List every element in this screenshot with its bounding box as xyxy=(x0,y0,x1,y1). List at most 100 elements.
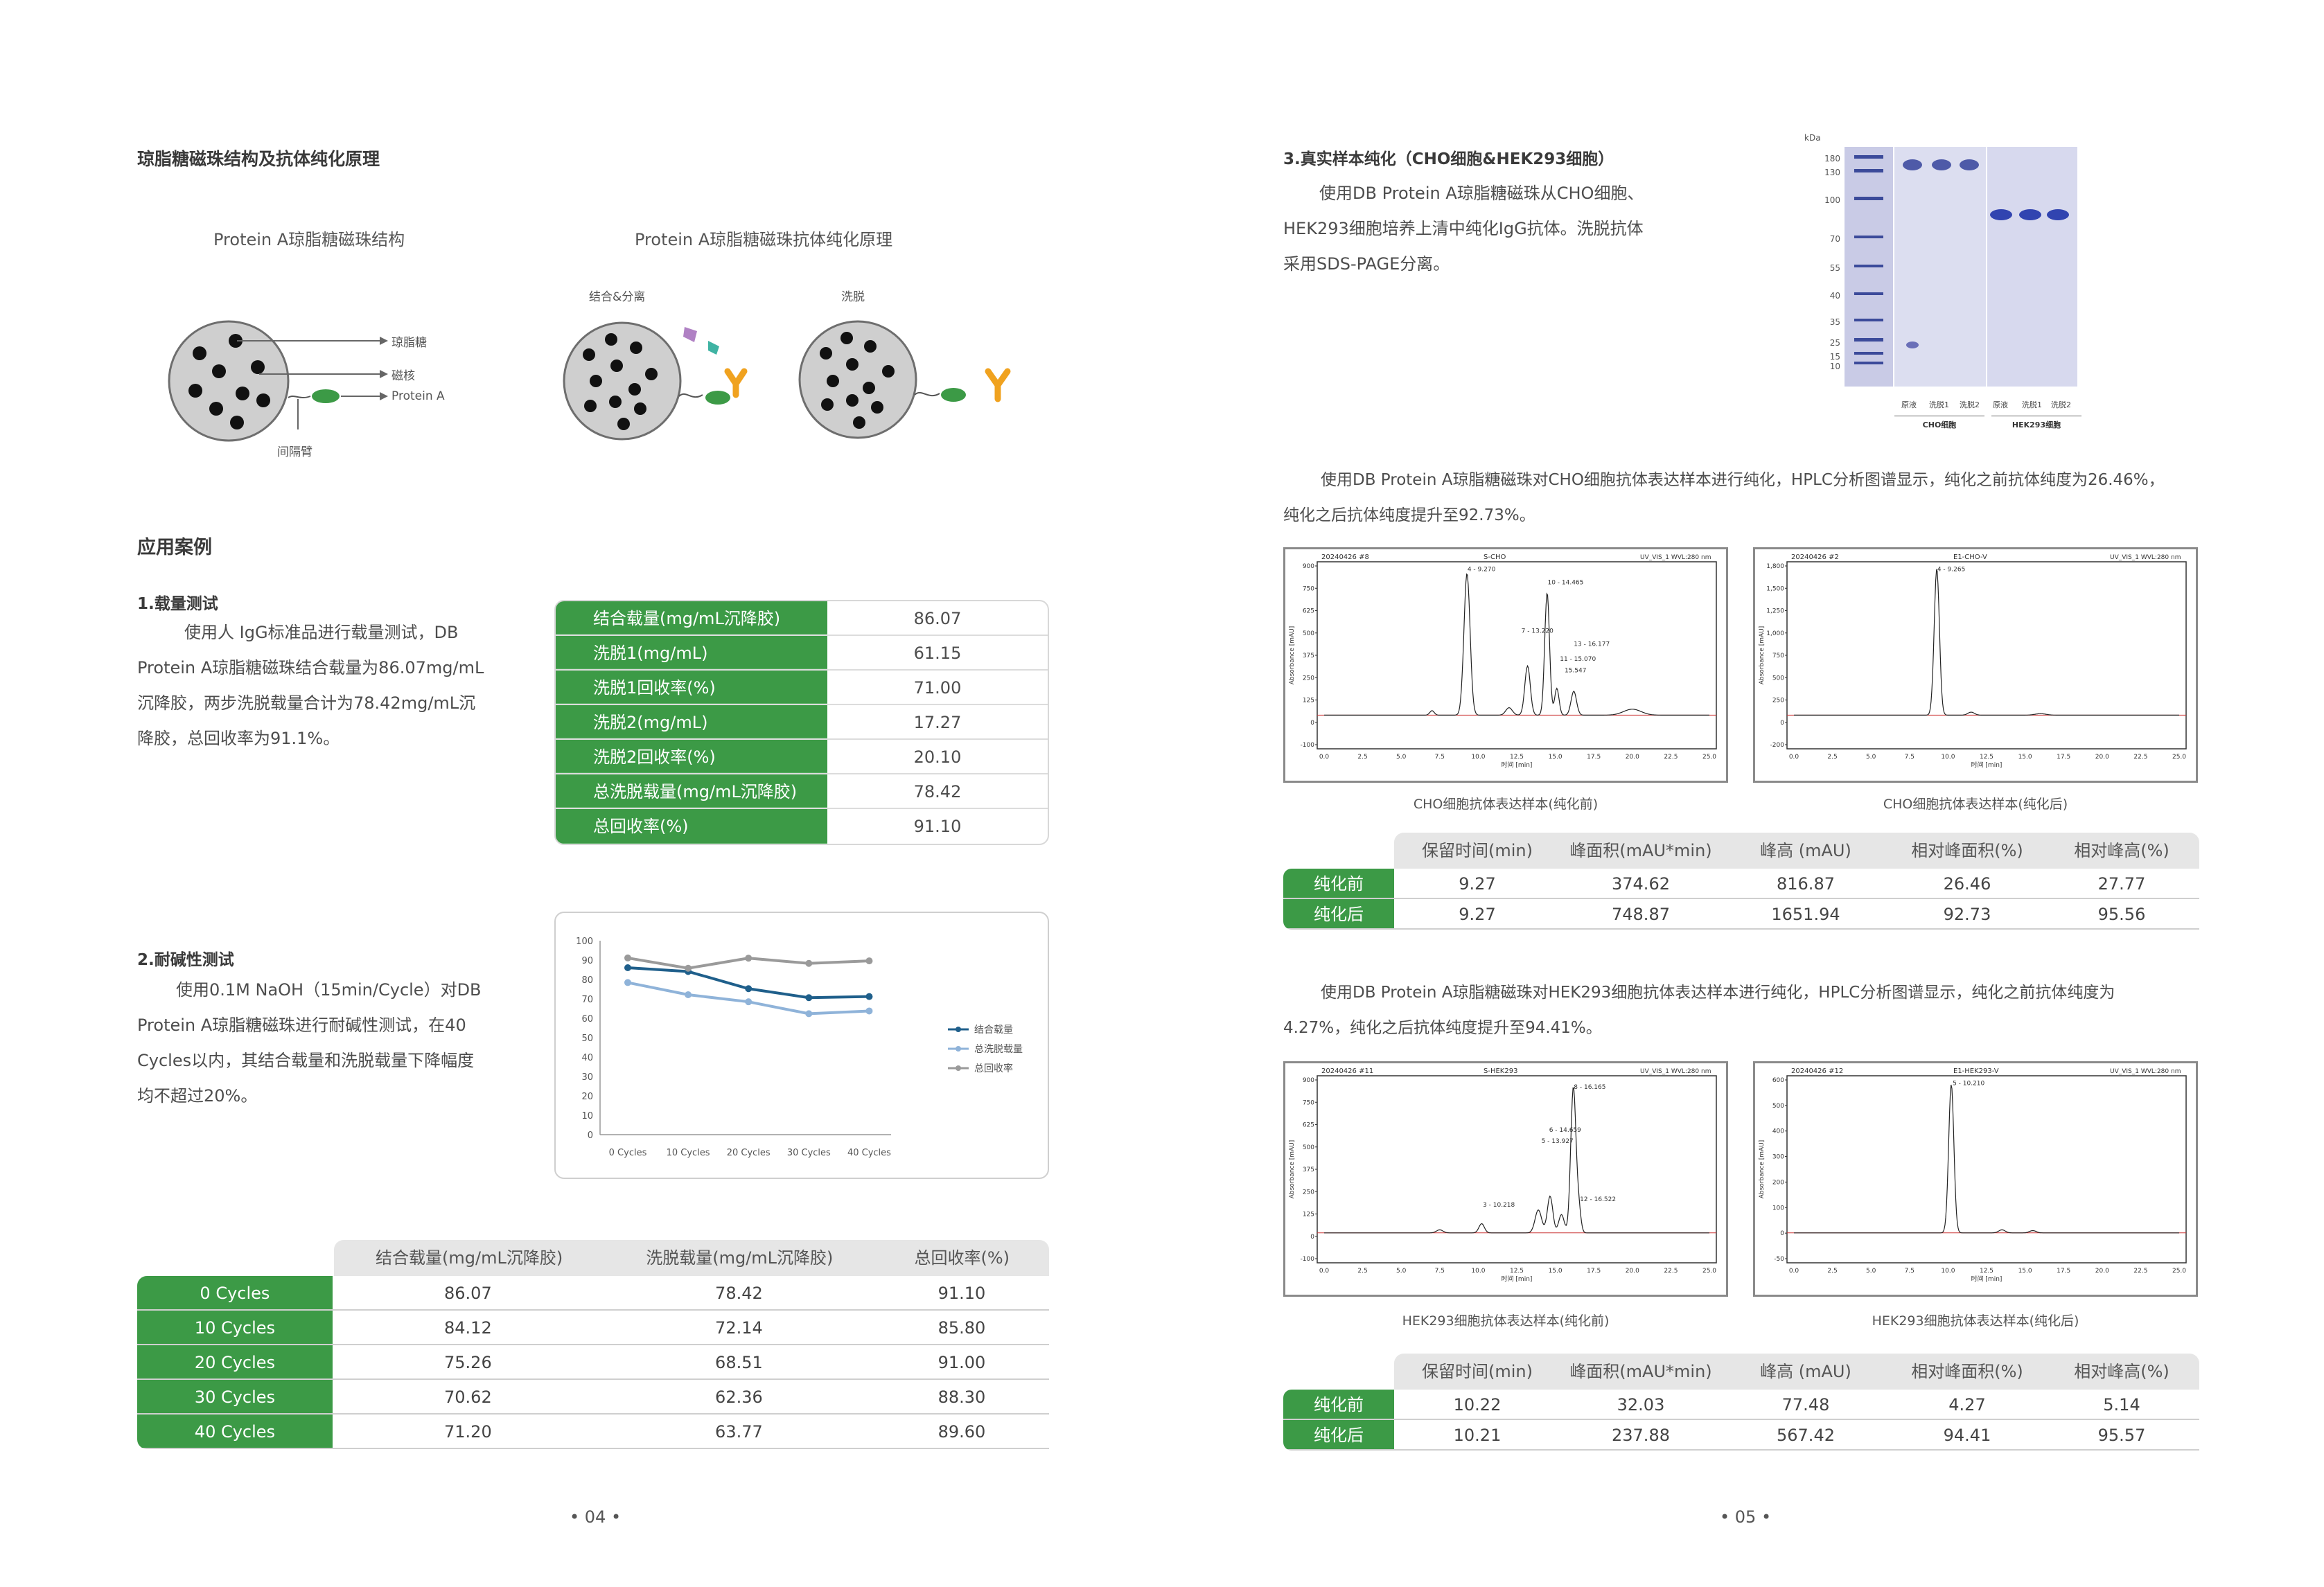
y-axis-label: Absorbance [mAU] xyxy=(1759,1140,1766,1199)
peak-label: 11 - 15.070 xyxy=(1560,656,1596,663)
y-tick-label: 0 xyxy=(1310,1234,1314,1241)
column-header: 保留时间(min) xyxy=(1422,841,1533,860)
x-tick-label: 2.5 xyxy=(1827,1268,1837,1275)
y-tick-label: -100 xyxy=(1301,742,1315,749)
table-row: 总洗脱载量(mg/mL沉降胶) 78.42 xyxy=(556,774,1048,809)
x-tick-label: 22.5 xyxy=(1664,754,1678,761)
data-point xyxy=(865,957,873,965)
y-tick-label: 1,500 xyxy=(1766,585,1784,592)
x-tick-label: 20.0 xyxy=(1626,1268,1639,1275)
principle-diagram-title: Protein A琼脂糖磁珠抗体纯化原理 xyxy=(635,230,893,249)
column-header: 峰面积(mAU*min) xyxy=(1569,841,1712,860)
table-row: 30 Cycles 70.62 62.36 88.30 xyxy=(137,1380,1049,1415)
y-tick-label: 500 xyxy=(1303,630,1314,637)
y-tick-label: 200 xyxy=(1772,1179,1784,1186)
data-point xyxy=(745,998,752,1006)
x-tick-label: 5.0 xyxy=(1396,1268,1407,1275)
table-row: 0 Cycles 86.07 78.42 91.10 xyxy=(137,1276,1049,1311)
run-id: 20240426 #12 xyxy=(1791,1067,1843,1075)
x-tick-label: 20 Cycles xyxy=(727,1148,771,1158)
data-point xyxy=(624,964,631,972)
column-header: 峰高 (mAU) xyxy=(1760,1362,1851,1381)
x-tick-label: 25.0 xyxy=(2172,1268,2186,1275)
x-tick-label: 15.0 xyxy=(1549,754,1562,761)
caption-hek293-before: HEK293细胞抗体表达样本(纯化前) xyxy=(1402,1313,1610,1329)
structure-diagram-title: Protein A琼脂糖磁珠结构 xyxy=(213,230,405,249)
x-tick-label: 7.5 xyxy=(1435,754,1445,761)
x-tick-label: 30 Cycles xyxy=(787,1148,831,1158)
series-line xyxy=(627,966,870,1000)
alkali-cycles-table: 结合载量(mg/mL沉降胶) 洗脱载量(mg/mL沉降胶) 总回收率(%) 0 … xyxy=(137,1240,1049,1449)
purification-principle-diagram xyxy=(563,320,1011,441)
x-axis-label: 时间 [min] xyxy=(1502,761,1533,769)
x-tick-label: 15.0 xyxy=(1549,1268,1562,1275)
x-tick-label: 40 Cycles xyxy=(847,1148,891,1158)
x-tick-label: 17.5 xyxy=(2057,754,2070,761)
gel-unit-label: kDa xyxy=(1804,133,1821,143)
y-tick-label: 10 xyxy=(581,1111,593,1121)
y-tick-label: 750 xyxy=(1303,1099,1314,1106)
y-tick-label: 70 xyxy=(581,995,593,1005)
case2-title: 2.耐碱性测试 xyxy=(137,951,234,969)
x-axis-label: 时间 [min] xyxy=(1971,761,2002,769)
x-tick-label: 10.0 xyxy=(1471,754,1485,761)
column-header: 洗脱载量(mg/mL沉降胶) xyxy=(646,1248,834,1268)
real-sample-description: 使用DB Protein A琼脂糖磁珠从CHO细胞、 HEK293细胞培养上清中… xyxy=(1283,184,1644,274)
detector-info: UV_VIS_1 WVL:280 nm xyxy=(2110,554,2181,561)
y-tick-label: 750 xyxy=(1772,653,1784,659)
cho-description: 使用DB Protein A琼脂糖磁珠对CHO细胞抗体表达样本进行纯化，HPLC… xyxy=(1283,471,2165,524)
y-tick-label: 125 xyxy=(1303,1212,1314,1218)
legend-label: 结合载量 xyxy=(974,1025,1013,1036)
x-tick-label: 15.0 xyxy=(2018,754,2032,761)
caption-cho-before: CHO细胞抗体表达样本(纯化前) xyxy=(1413,797,1599,812)
x-tick-label: 25.0 xyxy=(1702,754,1716,761)
y-tick-label: -100 xyxy=(1301,1256,1315,1263)
hek293-hplc-table: 保留时间(min) 峰面积(mAU*min) 峰高 (mAU) 相对峰面积(%)… xyxy=(1283,1354,2199,1451)
sample-name: S-HEK293 xyxy=(1484,1067,1517,1075)
section-title: 琼脂糖磁珠结构及抗体纯化原理 xyxy=(137,149,380,169)
x-tick-label: 12.5 xyxy=(1980,1268,1993,1275)
table-row: 纯化后 9.27 748.87 1651.94 92.73 95.56 xyxy=(1283,899,2199,930)
y-tick-label: -50 xyxy=(1774,1256,1784,1263)
y-tick-label: 375 xyxy=(1303,653,1314,659)
column-header: 峰面积(mAU*min) xyxy=(1569,1362,1712,1381)
peak-label: 4 - 9.265 xyxy=(1937,567,1965,574)
peak-label: 10 - 14.465 xyxy=(1547,579,1583,586)
alkali-resistance-chart-panel: 0 10 20 30 40 50 60 70 80 90 100 0 Cycles 10 Cycles 2… xyxy=(554,912,1049,1179)
table-row: 20 Cycles 75.26 68.51 91.00 xyxy=(137,1345,1049,1380)
x-tick-label: 17.5 xyxy=(1587,1268,1601,1275)
data-point xyxy=(685,964,692,972)
case2-description: 使用0.1M NaOH（15min/Cycle）对DB Protein A琼脂糖… xyxy=(137,980,482,1106)
peak-label: 6 - 14.659 xyxy=(1549,1127,1581,1134)
y-tick-label: 0 xyxy=(1310,720,1314,727)
table-row: 10 Cycles 84.12 72.14 85.80 xyxy=(137,1311,1049,1345)
peak-label: 15.547 xyxy=(1565,667,1587,674)
y-tick-label: 40 xyxy=(581,1053,593,1063)
y-tick-label: -200 xyxy=(1770,742,1785,749)
y-tick-label: 625 xyxy=(1303,608,1314,615)
y-axis-label: Absorbance [mAU] xyxy=(1289,1140,1296,1199)
legend-marker xyxy=(956,1046,961,1052)
legend-marker xyxy=(956,1027,961,1032)
x-tick-label: 10 Cycles xyxy=(667,1148,710,1158)
sds-page-gel-figure: kDa 180 130 100 70 55 40 35 25 15 10 原液 … xyxy=(1799,133,2090,438)
y-axis-label: Absorbance [mAU] xyxy=(1289,626,1296,685)
x-tick-label: 10.0 xyxy=(1471,1268,1485,1275)
sample-name: E1-CHO-V xyxy=(1953,553,1987,561)
table-row: 纯化前 10.22 32.03 77.48 4.27 5.14 xyxy=(1283,1390,2199,1420)
x-tick-label: 15.0 xyxy=(2018,1268,2032,1275)
peak-label: 7 - 13.220 xyxy=(1522,628,1553,635)
table-row: 纯化前 9.27 374.62 816.87 26.46 27.77 xyxy=(1283,869,2199,899)
data-point xyxy=(745,955,752,962)
x-tick-label: 17.5 xyxy=(2057,1268,2070,1275)
legend-label: 总洗脱载量 xyxy=(974,1044,1023,1055)
x-tick-label: 22.5 xyxy=(2133,1268,2147,1275)
run-id: 20240426 #11 xyxy=(1321,1067,1373,1075)
y-tick-label: 1,800 xyxy=(1766,563,1784,570)
column-header: 相对峰高(%) xyxy=(2074,1362,2169,1381)
y-tick-label: 250 xyxy=(1772,698,1784,704)
peak-label: 4 - 9.270 xyxy=(1468,567,1496,574)
peak-label: 5 - 13.927 xyxy=(1542,1138,1574,1145)
label-bind-separate: 结合&分离 xyxy=(589,290,646,304)
gel-group-cho: CHO细胞 xyxy=(1894,416,1984,430)
